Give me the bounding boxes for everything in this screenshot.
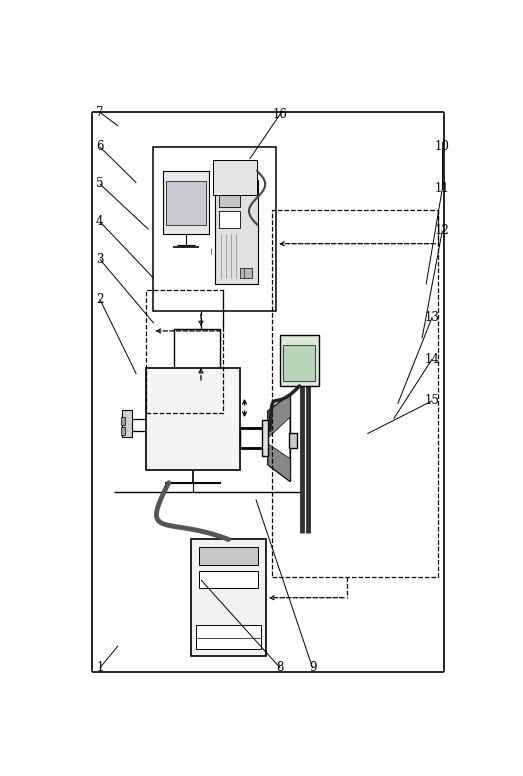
Text: 10: 10 (435, 140, 450, 154)
Text: 1: 1 (96, 661, 104, 674)
Bar (215, 180, 258, 284)
Bar (121, 427, 126, 435)
Polygon shape (268, 444, 290, 481)
Polygon shape (181, 383, 213, 396)
Bar (146, 290, 223, 413)
Bar (196, 625, 261, 649)
Text: 7: 7 (96, 106, 104, 119)
Bar (191, 539, 266, 656)
Text: 11: 11 (435, 182, 450, 196)
Bar (199, 546, 258, 565)
Polygon shape (268, 394, 290, 481)
Bar (146, 368, 240, 469)
Text: 8: 8 (277, 661, 284, 674)
Polygon shape (217, 160, 257, 177)
Text: 2: 2 (96, 293, 104, 306)
Bar (283, 345, 315, 381)
Bar (262, 420, 268, 456)
Bar (163, 171, 209, 234)
Bar (122, 410, 132, 437)
Bar (289, 433, 297, 448)
Bar (166, 181, 206, 224)
Text: 13: 13 (425, 310, 440, 324)
Bar (272, 210, 438, 577)
Bar (280, 335, 319, 386)
Text: 3: 3 (96, 253, 104, 265)
Text: 6: 6 (96, 140, 104, 154)
Bar (219, 189, 240, 206)
Bar (174, 329, 220, 383)
Bar (219, 211, 240, 227)
Polygon shape (268, 394, 290, 438)
Text: 9: 9 (309, 661, 316, 674)
Text: 14: 14 (425, 352, 440, 365)
Bar (121, 417, 126, 424)
Text: 15: 15 (425, 394, 440, 407)
Bar (212, 160, 257, 195)
Text: 12: 12 (435, 224, 450, 237)
Bar (153, 147, 276, 311)
Bar (199, 570, 258, 588)
Text: 16: 16 (273, 108, 288, 120)
Bar (240, 268, 252, 279)
Text: 5: 5 (96, 178, 104, 190)
Text: 4: 4 (96, 215, 104, 228)
Circle shape (204, 248, 219, 269)
